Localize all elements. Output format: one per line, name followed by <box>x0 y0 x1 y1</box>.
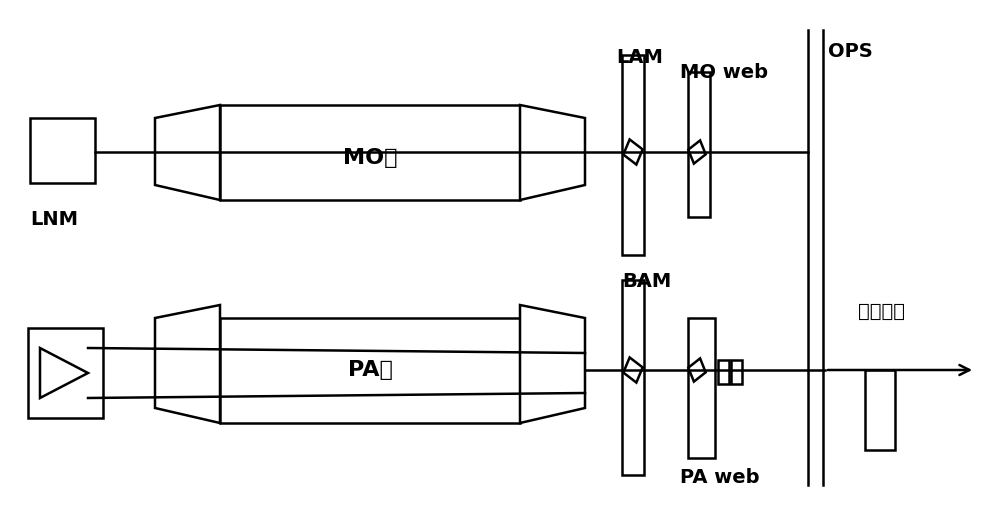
Bar <box>688 318 715 458</box>
Text: PA腔: PA腔 <box>348 360 392 380</box>
Bar <box>220 105 520 200</box>
Text: PA web: PA web <box>680 468 760 487</box>
Bar <box>28 328 103 418</box>
Text: BAM: BAM <box>622 272 671 291</box>
Text: MO腔: MO腔 <box>343 148 397 168</box>
Polygon shape <box>155 105 220 200</box>
Bar <box>865 370 895 450</box>
Bar <box>622 280 644 475</box>
Text: 自动快门: 自动快门 <box>858 302 905 321</box>
Bar <box>30 118 95 183</box>
Polygon shape <box>155 305 220 423</box>
Text: OPS: OPS <box>828 42 873 61</box>
Polygon shape <box>688 358 706 382</box>
Polygon shape <box>40 348 88 398</box>
Bar <box>688 72 710 217</box>
Text: MO web: MO web <box>680 63 768 82</box>
Bar <box>220 318 520 423</box>
Polygon shape <box>520 105 585 200</box>
Bar <box>718 360 729 384</box>
Text: LNM: LNM <box>30 210 78 229</box>
Text: LAM: LAM <box>616 48 663 67</box>
Polygon shape <box>520 305 585 423</box>
Bar <box>731 360 742 384</box>
Bar <box>622 55 644 255</box>
Polygon shape <box>688 141 706 163</box>
Polygon shape <box>623 357 643 383</box>
Polygon shape <box>623 140 643 164</box>
